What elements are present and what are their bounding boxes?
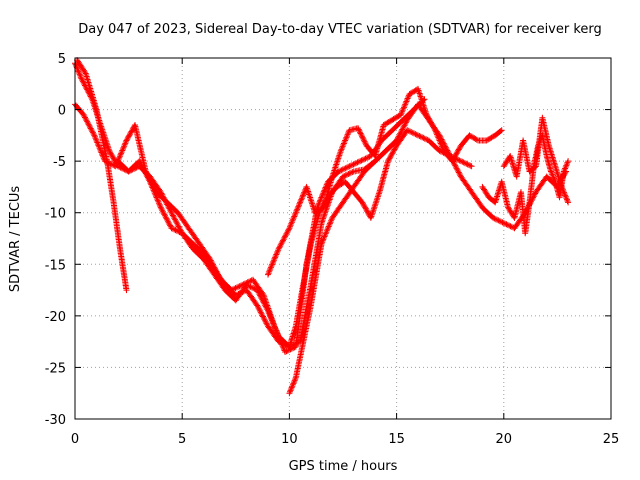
y-tick-label: -30	[45, 413, 66, 428]
series-markers	[72, 96, 428, 355]
y-tick-label: 5	[58, 52, 66, 67]
series-track-d	[114, 127, 475, 350]
chart-title: Day 047 of 2023, Sidereal Day-to-day VTE…	[78, 22, 602, 37]
x-tick-label: 5	[178, 432, 186, 447]
y-tick-label: -10	[45, 207, 66, 222]
series-markers	[114, 127, 475, 350]
series-track-f	[286, 101, 569, 397]
series-track-a	[74, 57, 130, 294]
x-tick-label: 10	[281, 432, 298, 447]
x-tick-label: 15	[388, 432, 405, 447]
series-track-h	[500, 114, 572, 206]
plot-frame	[74, 57, 612, 420]
series-track-b	[72, 60, 400, 350]
series-markers	[500, 114, 572, 206]
y-tick-label: -15	[45, 258, 66, 273]
tick-layer: 0 5 10 15 20 25 5 0 -5 -10 -15 -20 -25 -30	[45, 52, 620, 447]
y-tick-label: -20	[45, 310, 66, 325]
series-markers	[286, 101, 569, 397]
grid-layer	[75, 58, 611, 419]
x-tick-label: 20	[496, 432, 513, 447]
series-markers	[72, 60, 400, 350]
series-markers	[74, 57, 130, 294]
y-tick-label: 0	[58, 104, 66, 119]
x-tick-label: 0	[71, 432, 79, 447]
x-axis-label: GPS time / hours	[289, 459, 398, 474]
y-tick-label: -25	[45, 361, 66, 376]
y-axis-label: SDTVAR / TECUs	[8, 186, 23, 293]
series-track-c	[72, 96, 428, 355]
y-tick-label: -5	[53, 155, 66, 170]
x-tick-label: 25	[603, 432, 620, 447]
data-layer	[72, 57, 572, 397]
